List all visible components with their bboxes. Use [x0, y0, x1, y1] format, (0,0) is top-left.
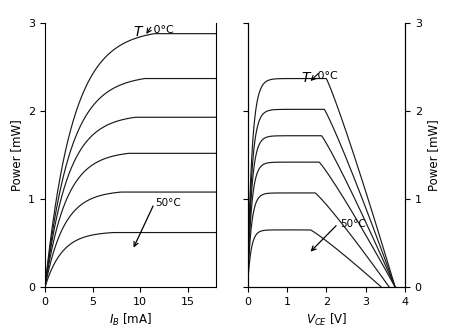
Text: $T$: $T$	[301, 72, 312, 85]
X-axis label: $I_B$ [mA]: $I_B$ [mA]	[109, 313, 152, 328]
Text: $T$: $T$	[133, 25, 145, 39]
Text: 0°C: 0°C	[314, 72, 338, 82]
Y-axis label: Power [mW]: Power [mW]	[9, 119, 22, 191]
Text: 50°C: 50°C	[340, 219, 366, 229]
Text: 0°C: 0°C	[149, 25, 173, 35]
Y-axis label: Power [mW]: Power [mW]	[428, 119, 441, 191]
X-axis label: $V_{CE}$ [V]: $V_{CE}$ [V]	[306, 313, 347, 328]
Text: 50°C: 50°C	[155, 199, 181, 209]
